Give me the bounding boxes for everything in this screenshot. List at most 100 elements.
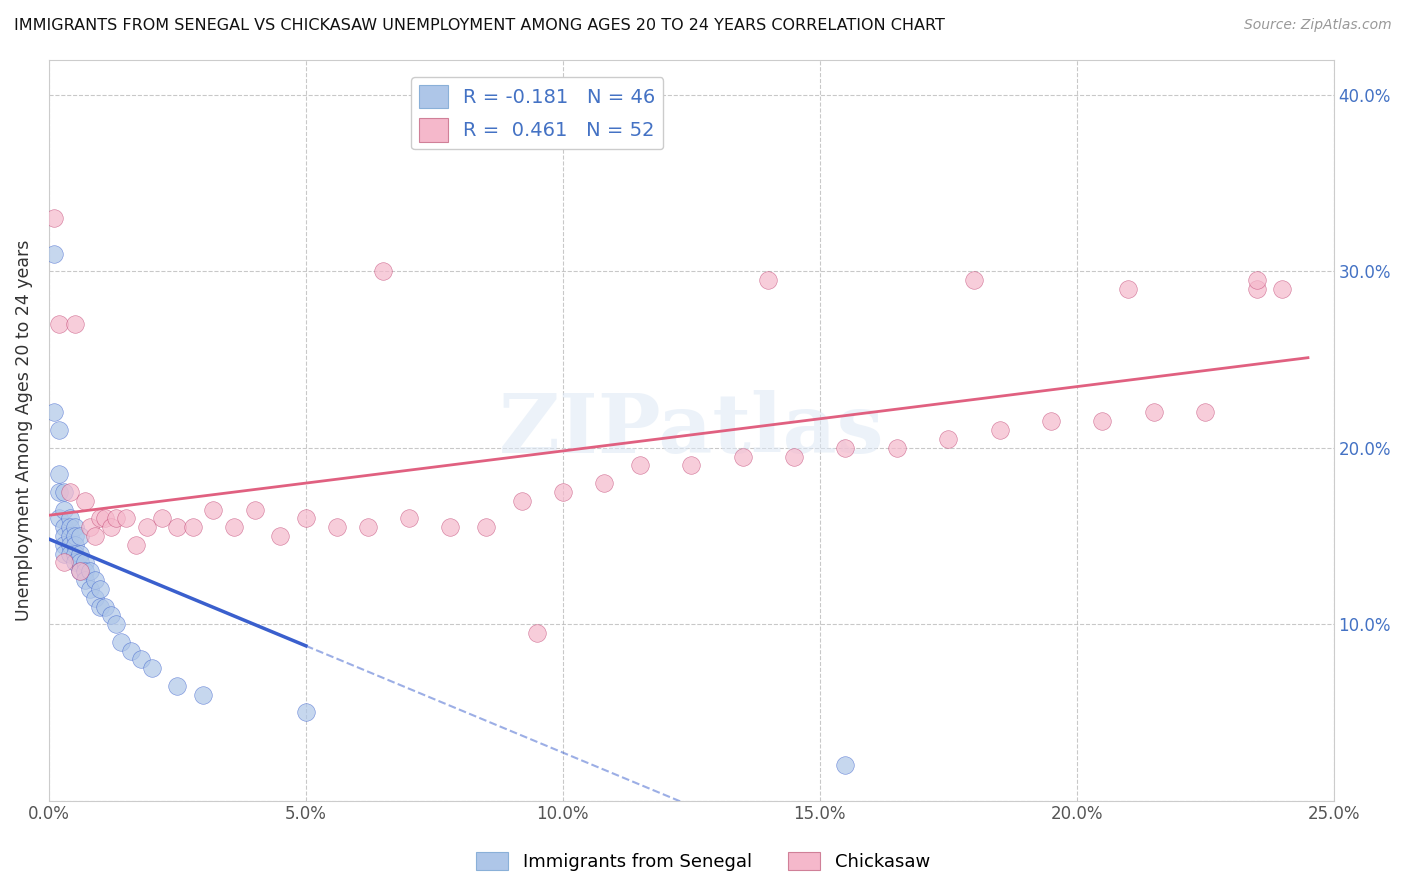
Point	[834, 441, 856, 455]
Point	[63, 318, 86, 332]
Point	[1143, 405, 1166, 419]
Point	[100, 520, 122, 534]
Point	[69, 529, 91, 543]
Point	[58, 547, 80, 561]
Point	[1246, 282, 1268, 296]
Point	[681, 458, 703, 473]
Point	[79, 564, 101, 578]
Point	[53, 547, 76, 561]
Point	[48, 484, 70, 499]
Point	[295, 706, 318, 720]
Point	[84, 573, 107, 587]
Point	[69, 564, 91, 578]
Point	[89, 511, 111, 525]
Point	[783, 450, 806, 464]
Point	[886, 441, 908, 455]
Point	[243, 502, 266, 516]
Point	[222, 520, 245, 534]
Point	[834, 758, 856, 772]
Point	[963, 273, 986, 287]
Point	[73, 573, 96, 587]
Point	[181, 520, 204, 534]
Point	[73, 564, 96, 578]
Point	[135, 520, 157, 534]
Point	[1246, 273, 1268, 287]
Text: ZIPatlas: ZIPatlas	[499, 390, 884, 470]
Point	[474, 520, 496, 534]
Point	[326, 520, 349, 534]
Point	[1040, 414, 1063, 428]
Point	[758, 273, 780, 287]
Point	[53, 502, 76, 516]
Point	[42, 211, 65, 226]
Point	[1194, 405, 1216, 419]
Point	[1091, 414, 1114, 428]
Point	[936, 432, 959, 446]
Point	[104, 617, 127, 632]
Point	[131, 652, 153, 666]
Point	[58, 538, 80, 552]
Point	[526, 626, 548, 640]
Point	[53, 520, 76, 534]
Point	[73, 556, 96, 570]
Point	[371, 264, 394, 278]
Point	[439, 520, 461, 534]
Y-axis label: Unemployment Among Ages 20 to 24 years: Unemployment Among Ages 20 to 24 years	[15, 239, 32, 621]
Point	[58, 484, 80, 499]
Point	[89, 599, 111, 614]
Point	[69, 564, 91, 578]
Point	[202, 502, 225, 516]
Point	[58, 520, 80, 534]
Point	[593, 476, 616, 491]
Point	[115, 511, 138, 525]
Point	[94, 599, 117, 614]
Point	[1271, 282, 1294, 296]
Legend: Immigrants from Senegal, Chickasaw: Immigrants from Senegal, Chickasaw	[468, 845, 938, 879]
Point	[42, 405, 65, 419]
Point	[63, 538, 86, 552]
Point	[63, 547, 86, 561]
Point	[141, 661, 163, 675]
Point	[398, 511, 420, 525]
Point	[551, 484, 574, 499]
Point	[69, 547, 91, 561]
Point	[104, 511, 127, 525]
Point	[53, 484, 76, 499]
Point	[150, 511, 173, 525]
Point	[166, 679, 188, 693]
Legend: R = -0.181   N = 46, R =  0.461   N = 52: R = -0.181 N = 46, R = 0.461 N = 52	[411, 77, 664, 150]
Point	[53, 556, 76, 570]
Point	[988, 423, 1011, 437]
Point	[63, 529, 86, 543]
Point	[42, 246, 65, 260]
Point	[53, 529, 76, 543]
Point	[166, 520, 188, 534]
Point	[58, 511, 80, 525]
Point	[731, 450, 754, 464]
Point	[79, 582, 101, 596]
Point	[48, 423, 70, 437]
Point	[110, 635, 132, 649]
Point	[84, 529, 107, 543]
Point	[89, 582, 111, 596]
Point	[191, 688, 214, 702]
Point	[125, 538, 148, 552]
Point	[1116, 282, 1139, 296]
Point	[94, 511, 117, 525]
Point	[63, 556, 86, 570]
Text: Source: ZipAtlas.com: Source: ZipAtlas.com	[1244, 18, 1392, 32]
Point	[63, 520, 86, 534]
Point	[79, 520, 101, 534]
Point	[269, 529, 291, 543]
Point	[69, 556, 91, 570]
Point	[48, 467, 70, 482]
Point	[628, 458, 651, 473]
Point	[48, 318, 70, 332]
Point	[53, 538, 76, 552]
Point	[73, 493, 96, 508]
Point	[510, 493, 533, 508]
Point	[356, 520, 378, 534]
Point	[100, 608, 122, 623]
Point	[120, 643, 142, 657]
Text: IMMIGRANTS FROM SENEGAL VS CHICKASAW UNEMPLOYMENT AMONG AGES 20 TO 24 YEARS CORR: IMMIGRANTS FROM SENEGAL VS CHICKASAW UNE…	[14, 18, 945, 33]
